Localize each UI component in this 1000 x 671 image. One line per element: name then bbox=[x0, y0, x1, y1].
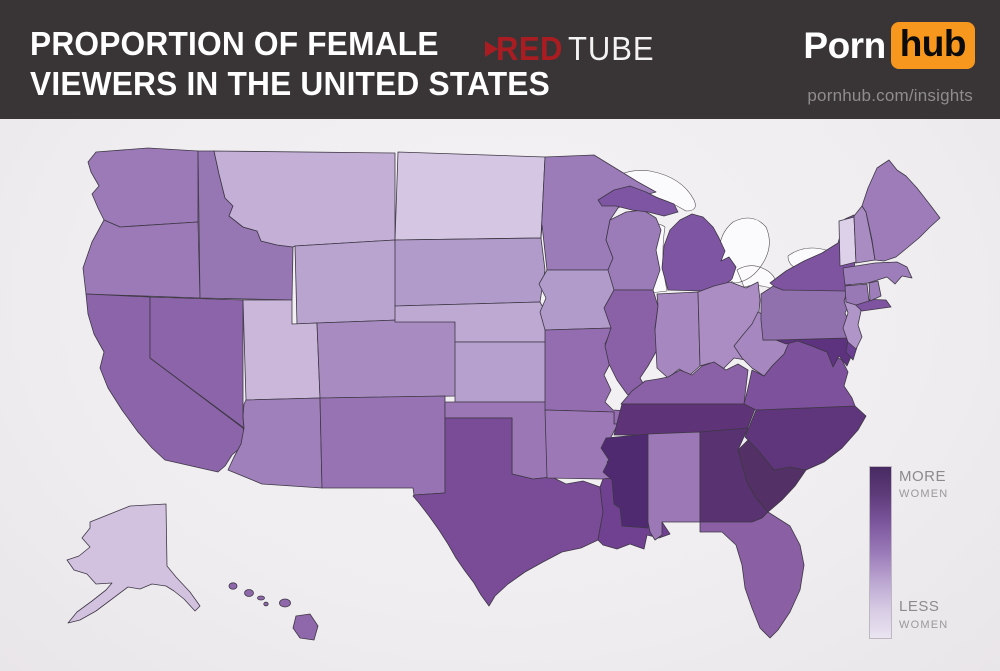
legend-more-sub-label: WOMEN bbox=[899, 488, 949, 500]
hawaii-island-lanai bbox=[263, 601, 269, 607]
state-nm bbox=[319, 395, 446, 496]
hawaii-island-maui bbox=[279, 598, 291, 608]
redtube-logo-tube: TUBE bbox=[567, 30, 655, 67]
page-title: PROPORTION OF FEMALE VIEWERS IN THE UNIT… bbox=[30, 24, 550, 104]
state-ma bbox=[842, 261, 913, 286]
state-ct bbox=[844, 283, 870, 306]
state-ca bbox=[85, 293, 248, 473]
insights-url: pornhub.com/insights bbox=[807, 86, 973, 105]
state-nd bbox=[394, 151, 546, 241]
state-vt bbox=[838, 216, 857, 267]
hawaii-island-kauai bbox=[228, 582, 238, 590]
play-icon bbox=[484, 41, 498, 57]
state-sd bbox=[394, 237, 546, 307]
redtube-logo-red: RED bbox=[495, 30, 563, 67]
state-wy bbox=[294, 239, 399, 325]
state-wi bbox=[605, 209, 662, 291]
state-ri bbox=[868, 280, 882, 302]
state-fl bbox=[699, 511, 805, 639]
redtube-logo: RED TUBE bbox=[484, 30, 660, 68]
state-ky bbox=[620, 361, 749, 405]
legend-more-label: MORE bbox=[899, 468, 946, 485]
state-ak bbox=[66, 503, 201, 624]
state-me bbox=[861, 159, 941, 262]
state-or bbox=[82, 219, 201, 299]
header: PROPORTION OF FEMALE VIEWERS IN THE UNIT… bbox=[0, 0, 1000, 119]
state-wa bbox=[87, 147, 199, 228]
pornhub-logo-porn: Porn bbox=[803, 24, 886, 66]
title-line-2: VIEWERS IN THE UNITED STATES bbox=[30, 65, 550, 102]
hawaii-island-oahu bbox=[244, 589, 254, 597]
state-hi bbox=[228, 582, 319, 641]
state-tx bbox=[412, 417, 604, 607]
state-al bbox=[647, 431, 701, 541]
legend-gradient-bar bbox=[869, 466, 892, 639]
state-mi bbox=[597, 185, 737, 292]
pornhub-logo-hub-badge: hub bbox=[890, 22, 975, 69]
state-co bbox=[316, 317, 459, 399]
hawaii-island-molokai bbox=[257, 595, 265, 601]
state-in bbox=[654, 291, 701, 379]
legend-less-sub-label: WOMEN bbox=[899, 619, 949, 631]
hawaii-island-big-island bbox=[292, 613, 319, 641]
legend-less-label: LESS bbox=[899, 598, 940, 615]
state-ks bbox=[454, 341, 555, 403]
title-line-1: PROPORTION OF FEMALE bbox=[30, 25, 439, 62]
state-pa bbox=[760, 284, 853, 341]
pornhub-logo: Porn hub bbox=[803, 22, 975, 69]
